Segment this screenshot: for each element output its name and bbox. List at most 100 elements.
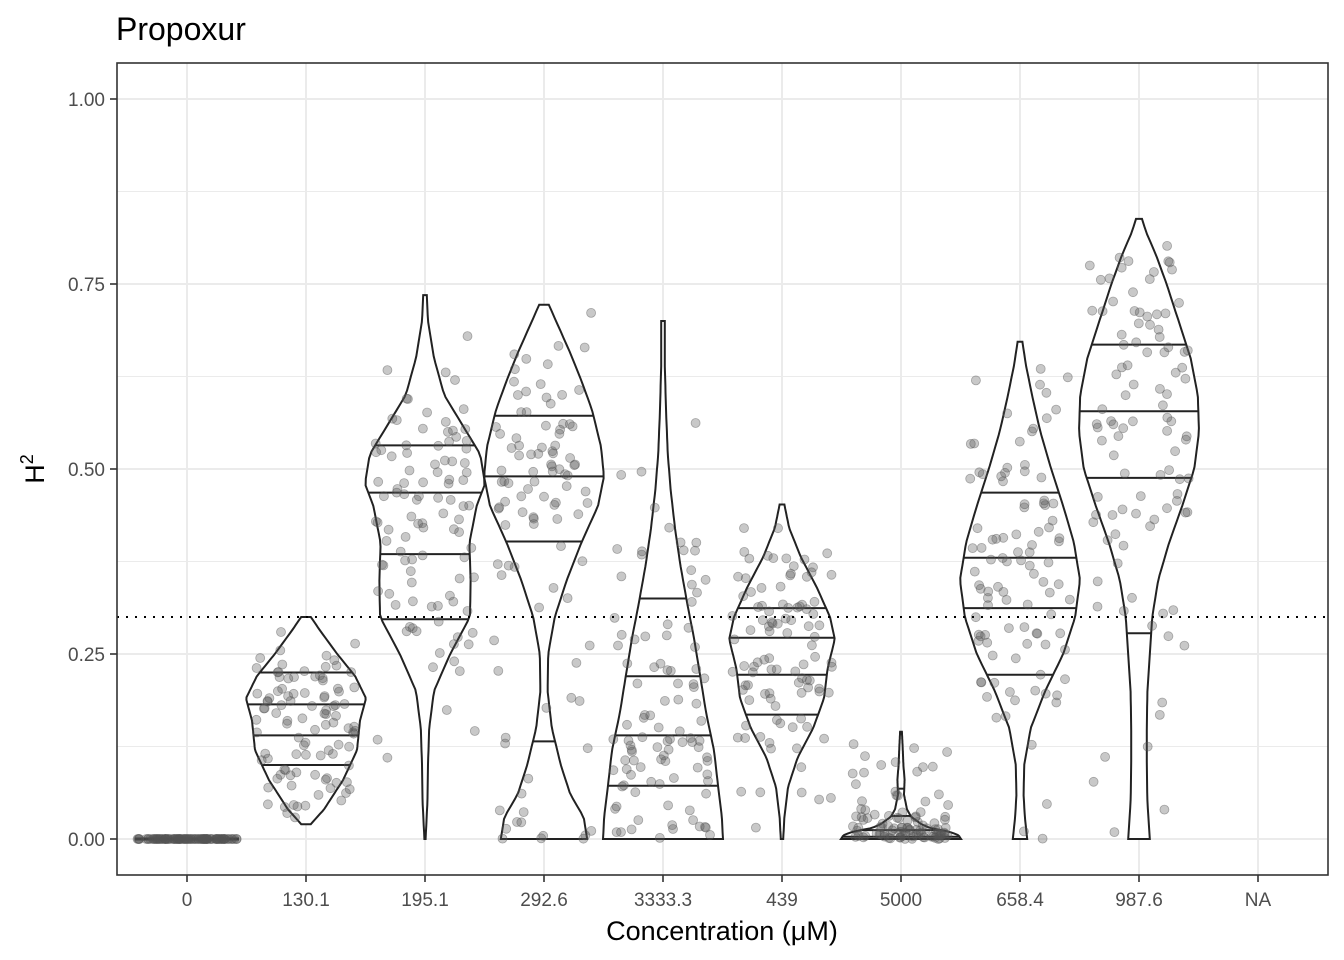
data-point bbox=[1044, 587, 1055, 598]
data-point bbox=[620, 755, 631, 766]
y-axis-title-superscript: 2 bbox=[17, 454, 37, 464]
data-point bbox=[1128, 287, 1138, 298]
data-point bbox=[496, 476, 507, 487]
data-point bbox=[514, 450, 524, 461]
data-point bbox=[934, 789, 944, 800]
data-point bbox=[694, 821, 705, 832]
data-point bbox=[392, 484, 403, 494]
data-point bbox=[940, 823, 951, 833]
data-point bbox=[908, 831, 918, 842]
data-point bbox=[459, 458, 470, 468]
data-point bbox=[560, 469, 570, 480]
data-point bbox=[499, 476, 510, 487]
data-point bbox=[274, 672, 285, 682]
data-point bbox=[744, 553, 755, 564]
data-point bbox=[1142, 347, 1153, 358]
x-tick-label: NA bbox=[1245, 890, 1272, 911]
data-point bbox=[1043, 557, 1054, 568]
data-point bbox=[942, 830, 953, 841]
data-point bbox=[797, 599, 807, 610]
data-point bbox=[542, 359, 553, 370]
data-point bbox=[827, 661, 837, 672]
data-point bbox=[608, 734, 619, 745]
data-point bbox=[921, 823, 932, 834]
data-point bbox=[537, 442, 547, 453]
data-point bbox=[746, 587, 756, 597]
data-point bbox=[665, 734, 675, 744]
data-point bbox=[190, 834, 200, 844]
data-point bbox=[461, 443, 472, 454]
data-point bbox=[739, 661, 750, 671]
data-point bbox=[1014, 436, 1025, 447]
data-point bbox=[749, 661, 759, 672]
data-point bbox=[1181, 431, 1192, 442]
data-point bbox=[212, 834, 223, 844]
data-point bbox=[632, 678, 643, 689]
data-point bbox=[879, 828, 890, 839]
data-point bbox=[288, 800, 299, 810]
data-point bbox=[822, 548, 833, 559]
data-point bbox=[759, 654, 770, 665]
data-point bbox=[807, 640, 817, 651]
data-point bbox=[161, 834, 172, 844]
data-point bbox=[193, 834, 203, 844]
data-point bbox=[516, 788, 527, 799]
data-point bbox=[343, 760, 354, 771]
data-point bbox=[463, 639, 474, 650]
data-point bbox=[790, 666, 801, 677]
data-point bbox=[655, 658, 666, 669]
data-point bbox=[803, 682, 813, 693]
data-point bbox=[1000, 467, 1010, 478]
data-point bbox=[283, 673, 294, 684]
data-point bbox=[1144, 274, 1155, 285]
data-point bbox=[885, 833, 896, 844]
violin-987.6 bbox=[1078, 217, 1200, 840]
data-point bbox=[940, 811, 951, 822]
data-point bbox=[1002, 556, 1012, 567]
x-tick-label: 439 bbox=[766, 890, 798, 911]
data-point bbox=[883, 833, 894, 843]
data-point bbox=[157, 834, 168, 844]
data-point bbox=[191, 834, 201, 844]
x-tick-label: 658.4 bbox=[996, 890, 1044, 911]
data-point bbox=[939, 828, 950, 839]
data-point bbox=[200, 834, 211, 844]
data-point bbox=[1000, 711, 1011, 722]
data-point bbox=[521, 407, 532, 418]
data-point bbox=[662, 736, 673, 746]
data-point bbox=[1131, 508, 1141, 519]
data-point bbox=[506, 443, 517, 453]
data-point bbox=[877, 822, 887, 833]
data-point bbox=[132, 834, 143, 844]
data-point bbox=[890, 757, 901, 767]
data-point bbox=[738, 591, 749, 602]
data-point bbox=[935, 829, 945, 840]
data-point bbox=[212, 834, 223, 844]
data-point bbox=[432, 467, 443, 478]
data-point bbox=[637, 732, 648, 743]
data-point bbox=[860, 805, 871, 815]
data-point bbox=[1051, 404, 1061, 415]
violins bbox=[135, 217, 1200, 841]
data-point bbox=[222, 834, 233, 844]
data-point bbox=[700, 822, 711, 833]
data-point bbox=[1062, 372, 1073, 383]
data-point bbox=[902, 822, 913, 833]
data-point bbox=[1145, 521, 1155, 532]
data-point bbox=[569, 460, 580, 471]
data-point bbox=[193, 834, 204, 844]
data-point bbox=[292, 801, 303, 812]
data-point bbox=[930, 824, 941, 835]
data-point bbox=[1013, 547, 1023, 557]
data-point bbox=[1145, 319, 1155, 330]
data-point bbox=[875, 822, 886, 832]
data-point bbox=[797, 673, 807, 683]
violin-439 bbox=[728, 503, 836, 840]
data-point bbox=[1159, 347, 1170, 358]
data-point bbox=[918, 832, 929, 843]
data-point bbox=[285, 770, 296, 781]
data-point bbox=[378, 491, 389, 502]
data-point bbox=[216, 834, 227, 844]
data-point bbox=[264, 693, 275, 703]
data-point bbox=[533, 448, 544, 459]
